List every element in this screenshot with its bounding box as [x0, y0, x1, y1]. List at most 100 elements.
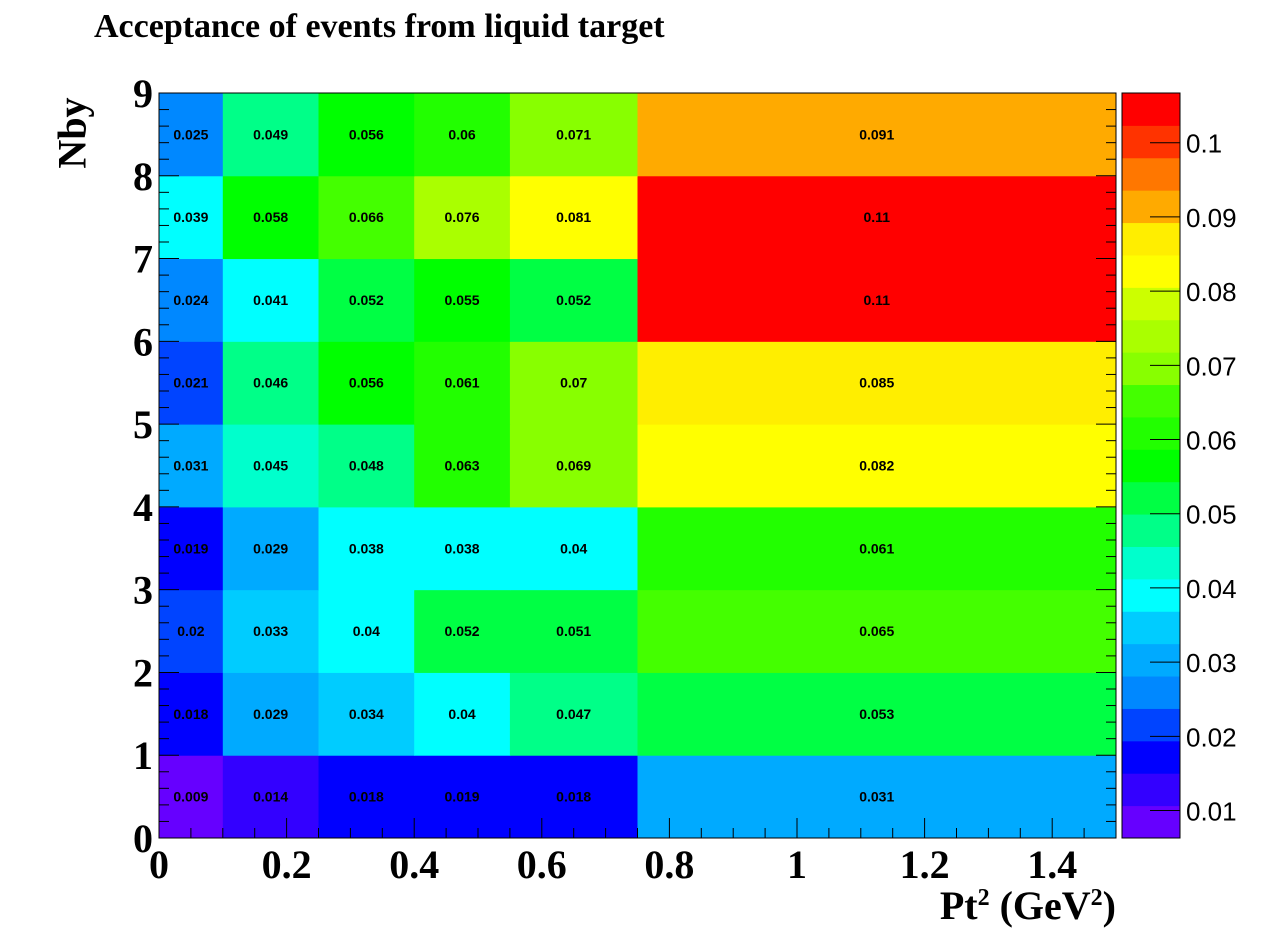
x-axis-label-sup1: 2: [977, 885, 990, 911]
heatmap-cell: [222, 672, 319, 756]
palette-swatch: [1122, 352, 1180, 386]
palette-tick-label: 0.01: [1186, 797, 1237, 827]
cell-value-label: 0.071: [556, 126, 591, 142]
heatmap-cell: [637, 93, 1117, 177]
heatmap-cell: [509, 424, 638, 508]
palette-swatch: [1122, 643, 1180, 677]
y-tick-label: 6: [133, 319, 153, 364]
cell-value-label: 0.021: [173, 375, 208, 391]
cell-value-label: 0.06: [448, 126, 475, 142]
palette-swatch: [1122, 319, 1180, 353]
palette-swatch: [1122, 514, 1180, 547]
cell-value-label: 0.029: [253, 540, 288, 556]
palette-swatch: [1122, 546, 1180, 580]
heatmap-cell: [159, 175, 224, 260]
x-tick-label: 0.8: [644, 842, 694, 887]
x-axis-label-unit-open: (GeV: [989, 883, 1091, 928]
heatmap-cell: [318, 589, 415, 673]
palette-tick-label: 0.1: [1186, 129, 1222, 159]
palette-tick-label: 0.03: [1186, 648, 1237, 678]
y-tick-label: 8: [133, 154, 153, 199]
heatmap-cell: [222, 755, 319, 839]
cell-value-label: 0.009: [173, 789, 208, 805]
cell-value-label: 0.04: [448, 706, 475, 722]
heatmap-cell: [222, 93, 319, 177]
heatmap-cell: [222, 424, 319, 508]
x-tick-label: 0.2: [262, 842, 312, 887]
cell-value-label: 0.081: [556, 209, 591, 225]
cell-value-label: 0.061: [859, 540, 894, 556]
x-axis-label-unit-close: ): [1102, 883, 1116, 928]
cell-value-label: 0.046: [253, 375, 288, 391]
cell-value-label: 0.053: [859, 706, 894, 722]
heatmap-cell: [637, 258, 1117, 342]
heatmap-cell: [414, 341, 511, 425]
heatmap-cell: [414, 755, 511, 839]
heatmap-cell: [318, 424, 415, 508]
cell-value-label: 0.031: [859, 789, 894, 805]
cell-value-label: 0.061: [445, 375, 480, 391]
cell-value-label: 0.018: [173, 706, 208, 722]
cell-value-label: 0.052: [445, 623, 480, 639]
heatmap-cell: [414, 424, 511, 508]
cell-value-label: 0.031: [173, 458, 208, 474]
cell-value-label: 0.04: [353, 623, 380, 639]
heatmap-cell: [637, 755, 1117, 839]
palette-tick-label: 0.02: [1186, 722, 1237, 752]
palette-tick-label: 0.06: [1186, 426, 1237, 456]
cell-value-label: 0.019: [173, 540, 208, 556]
heatmap-cell: [414, 589, 511, 673]
palette-swatch: [1122, 611, 1180, 645]
palette-swatch: [1122, 481, 1180, 515]
cell-value-label: 0.041: [253, 292, 288, 308]
cell-value-label: 0.045: [253, 458, 288, 474]
x-tick-label: 1.4: [1027, 842, 1077, 887]
cell-value-label: 0.034: [349, 706, 384, 722]
heatmap-cell: [222, 589, 319, 673]
x-tick-label: 0.6: [517, 842, 567, 887]
cell-value-label: 0.056: [349, 126, 384, 142]
palette-frame: [1121, 92, 1181, 839]
cell-value-labels: 0.009 0.014 0.018 0.019 0.018 0.031 0.018 0.029…: [173, 126, 894, 804]
palette-tick-label: 0.09: [1186, 203, 1237, 233]
cell-value-label: 0.025: [173, 126, 208, 142]
palette-swatch: [1122, 384, 1180, 418]
heatmap-cell: [159, 589, 224, 673]
cell-value-label: 0.047: [556, 706, 591, 722]
cell-value-label: 0.091: [859, 126, 894, 142]
heatmap-cell: [318, 175, 415, 260]
cell-value-label: 0.063: [445, 458, 480, 474]
x-axis-label: Pt2 (GeV2): [940, 882, 1116, 929]
y-tick-label: 4: [133, 485, 153, 530]
cell-value-label: 0.024: [173, 292, 208, 308]
y-tick-label: 5: [133, 402, 153, 447]
cell-value-label: 0.076: [445, 209, 480, 225]
cell-value-label: 0.052: [556, 292, 591, 308]
heatmap-cell: [509, 506, 638, 591]
cell-value-label: 0.056: [349, 375, 384, 391]
cell-value-label: 0.014: [253, 789, 288, 805]
heatmap-cell: [509, 93, 638, 177]
palette-swatch: [1122, 676, 1180, 709]
cell-value-label: 0.051: [556, 623, 591, 639]
heatmap-cell: [414, 258, 511, 342]
heatmap-cell: [509, 589, 638, 673]
heatmap-cell: [222, 175, 319, 260]
heatmap-cell: [159, 93, 224, 177]
x-tick-label: 1.2: [900, 842, 950, 887]
cell-value-label: 0.11: [864, 292, 891, 308]
palette-tick-label: 0.04: [1186, 574, 1237, 604]
heatmap-cell: [318, 755, 415, 839]
y-tick-label: 2: [133, 650, 153, 695]
heatmap-cell: [159, 755, 224, 839]
x-axis-label-sup2: 2: [1090, 885, 1103, 911]
x-tick-label: 0: [149, 842, 169, 887]
palette-swatch: [1122, 287, 1180, 321]
cell-value-label: 0.019: [445, 789, 480, 805]
color-palette: 0.01 0.02 0.03 0.04 0.05 0.06 0.07 0.08 0.09 0.1: [1121, 92, 1237, 839]
heatmap-cell: [637, 341, 1117, 425]
cell-value-label: 0.029: [253, 706, 288, 722]
heatmap-cell: [637, 424, 1117, 508]
cell-value-label: 0.069: [556, 458, 591, 474]
cell-value-label: 0.039: [173, 209, 208, 225]
